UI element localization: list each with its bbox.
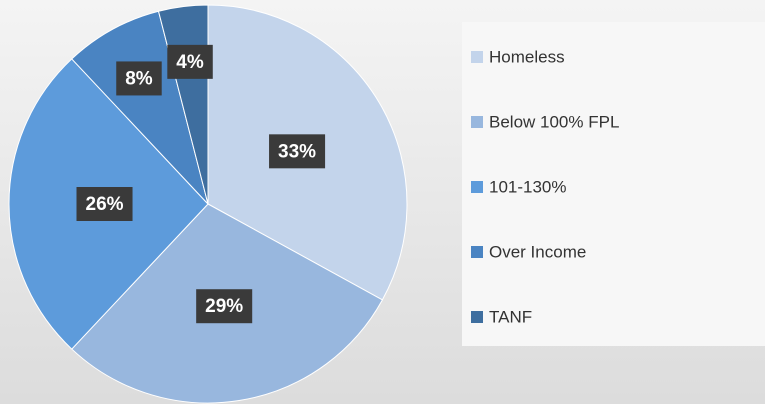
legend-text: Below 100% FPL <box>489 112 619 131</box>
value-label-box <box>76 187 133 221</box>
value-label-box <box>116 61 162 96</box>
legend-swatch <box>471 246 483 258</box>
value-labels: 33% 29% 26% 8% 4% <box>76 44 326 324</box>
pie-slice <box>71 10 209 205</box>
legend-text: TANF <box>489 307 532 326</box>
legend: Homeless Below 100% FPL 101-130% Over Incom… <box>471 47 619 326</box>
legend-swatch <box>471 311 483 323</box>
value-label: 8% <box>125 68 153 89</box>
value-label: 26% <box>86 194 124 215</box>
legend-text: Homeless <box>489 47 565 66</box>
value-label-group: 33% <box>269 134 326 169</box>
legend-box <box>462 22 765 346</box>
value-label-box <box>196 289 253 324</box>
legend-text: 101-130% <box>489 177 567 196</box>
value-label-box <box>167 44 213 79</box>
value-label: 29% <box>205 296 243 317</box>
value-label-group: 26% <box>76 187 133 221</box>
legend-swatch <box>471 181 483 193</box>
value-label-box <box>269 134 326 169</box>
value-label-group: 4% <box>167 44 213 79</box>
legend-swatch <box>471 51 483 63</box>
value-label: 4% <box>176 52 204 73</box>
legend-text: Over Income <box>489 242 586 261</box>
value-label: 33% <box>278 141 316 162</box>
value-label-group: 8% <box>116 61 162 96</box>
value-label-group: 29% <box>196 289 253 324</box>
legend-swatch <box>471 116 483 128</box>
